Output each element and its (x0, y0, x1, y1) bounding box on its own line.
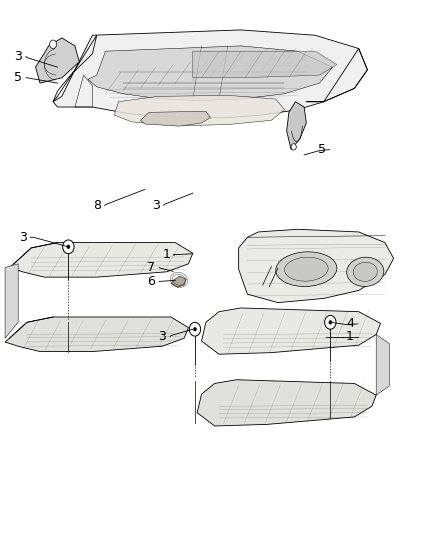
Circle shape (49, 40, 57, 49)
Polygon shape (376, 335, 389, 395)
Circle shape (291, 144, 296, 150)
Polygon shape (171, 276, 186, 287)
Ellipse shape (276, 252, 337, 286)
Text: 5: 5 (318, 143, 325, 156)
Text: 3: 3 (152, 199, 159, 212)
Text: 7: 7 (147, 261, 155, 274)
Circle shape (189, 322, 201, 336)
Polygon shape (10, 243, 193, 277)
Ellipse shape (353, 262, 377, 281)
Polygon shape (141, 111, 210, 126)
Text: 1: 1 (346, 330, 354, 343)
Circle shape (67, 245, 70, 249)
Text: 1: 1 (162, 248, 170, 261)
Polygon shape (193, 51, 337, 78)
Ellipse shape (347, 257, 384, 286)
Text: 3: 3 (158, 330, 166, 343)
Text: 8: 8 (93, 199, 101, 212)
Text: 3: 3 (18, 231, 26, 244)
Ellipse shape (285, 257, 328, 281)
Polygon shape (88, 46, 332, 101)
Polygon shape (201, 308, 381, 354)
Text: 3: 3 (14, 50, 22, 63)
Text: 6: 6 (148, 275, 155, 288)
Polygon shape (5, 317, 188, 352)
Polygon shape (287, 102, 306, 150)
Text: 5: 5 (14, 71, 22, 84)
Text: 4: 4 (346, 318, 354, 330)
Polygon shape (114, 95, 285, 126)
Circle shape (193, 327, 197, 332)
Polygon shape (5, 264, 18, 338)
Polygon shape (197, 379, 376, 426)
Polygon shape (239, 229, 394, 303)
Circle shape (328, 320, 332, 325)
Polygon shape (35, 38, 79, 83)
Polygon shape (53, 30, 367, 118)
Circle shape (63, 240, 74, 254)
Circle shape (325, 316, 336, 329)
